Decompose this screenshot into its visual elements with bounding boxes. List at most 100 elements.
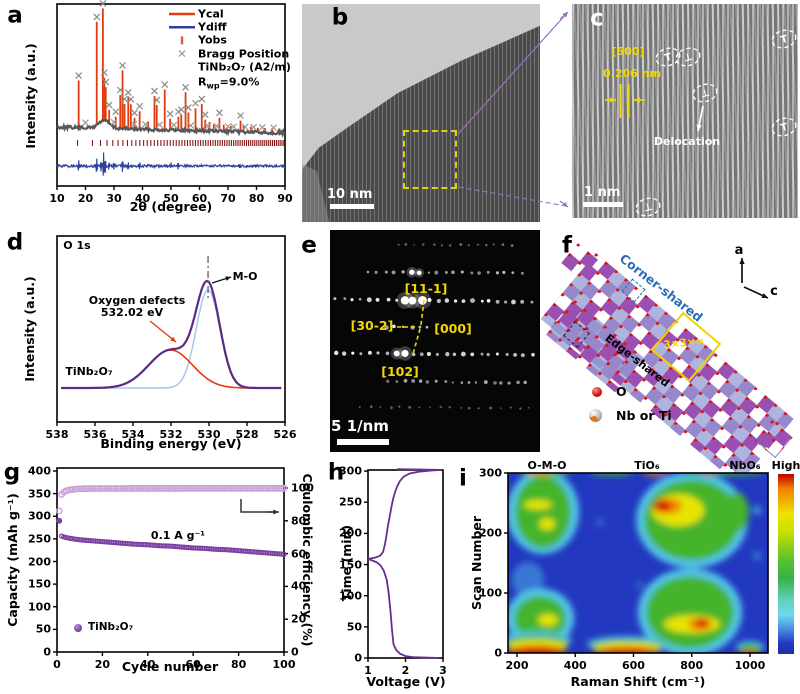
svg-shape: [172, 543, 178, 550]
svg-shape: [595, 518, 605, 527]
d-defect-label-2: 532.02 eV: [100, 305, 164, 319]
svg-shape: [112, 485, 120, 492]
svg-shape: [58, 533, 65, 539]
svg-shape: [743, 286, 769, 299]
svg-shape: [82, 119, 89, 127]
svg-shape: [222, 546, 228, 553]
fringe-texture: [572, 4, 798, 218]
i-band-label-tio6: TiO₆: [634, 458, 660, 472]
svg-shape: [158, 543, 165, 549]
svg-shape: [156, 121, 164, 129]
svg-shape: [273, 484, 281, 492]
tick-label: 0: [494, 646, 502, 660]
g-yaxis-left-label: Capacity (mAh g⁻¹): [5, 493, 21, 627]
svg-shape: [89, 485, 97, 492]
svg-shape: [56, 152, 286, 176]
tick-label: 1000: [734, 659, 766, 672]
svg-shape: [237, 484, 245, 492]
svg-shape: [255, 484, 263, 492]
svg-shape: [115, 540, 121, 546]
tick-label: 200: [505, 659, 529, 672]
tick-label: 0: [53, 658, 61, 671]
svg-shape: [163, 543, 169, 549]
svg-shape: [155, 485, 163, 492]
panel-a-letter: a: [7, 2, 23, 29]
f-axis-a-label: a: [734, 242, 744, 258]
svg-shape: [637, 568, 743, 653]
svg-shape: [687, 618, 712, 631]
svg-shape: [266, 484, 274, 492]
svg-shape: [199, 545, 205, 551]
svg-shape: [241, 123, 249, 131]
rwp-label: Rwp=9.0%: [198, 75, 260, 91]
svg-shape: [397, 468, 442, 471]
svg-shape: [559, 200, 569, 208]
svg-shape: [195, 545, 201, 551]
tick-label: 40: [140, 658, 156, 671]
svg-shape: [170, 121, 178, 129]
svg-shape: [173, 485, 181, 492]
svg-shape: [71, 485, 79, 493]
svg-shape: [187, 122, 195, 129]
svg-shape: [123, 485, 131, 492]
svg-shape: [133, 541, 140, 547]
svg-shape: [55, 507, 63, 515]
svg-shape: [105, 101, 113, 109]
panel-d-letter: d: [6, 229, 24, 256]
svg-shape: [248, 484, 256, 492]
svg-shape: [239, 484, 247, 492]
svg-shape: [235, 547, 242, 554]
svg-shape: [182, 485, 190, 492]
tick-label: 80: [248, 192, 265, 205]
svg-shape: [198, 95, 206, 103]
tick-label: 50: [346, 620, 362, 634]
svg-shape: [69, 486, 77, 493]
svg-shape: [149, 542, 155, 548]
tick-label: 60: [191, 192, 208, 205]
svg-shape: [174, 108, 182, 116]
svg-shape: [141, 120, 149, 128]
svg-shape: [514, 476, 571, 548]
svg-shape: [192, 99, 199, 107]
svg-shape: [246, 484, 254, 492]
svg-shape: [74, 536, 81, 543]
svg-shape: [182, 83, 189, 91]
svg-shape: [99, 538, 106, 545]
svg-shape: [131, 541, 137, 547]
svg-shape: [735, 641, 764, 653]
svg-shape: [241, 123, 249, 131]
svg-shape: [75, 72, 83, 79]
o-atom-legend-sphere: [592, 387, 602, 397]
svg-shape: [187, 122, 195, 129]
svg-shape: [130, 120, 138, 128]
svg-shape: [121, 95, 128, 103]
svg-shape: [229, 547, 235, 553]
svg-shape: [88, 538, 94, 544]
svg-shape: [270, 124, 278, 132]
svg-shape: [105, 101, 113, 109]
svg-shape: [724, 492, 749, 532]
tick-label: 536: [83, 428, 107, 441]
svg-shape: [219, 484, 227, 492]
g-xaxis-label: Cycle number: [121, 659, 219, 675]
svg-shape: [112, 108, 120, 116]
c-spacing-label: 0.206 nm: [603, 66, 661, 80]
svg-shape: [224, 123, 232, 130]
svg-shape: [102, 539, 108, 545]
b-scalebar-label: 10 nm: [327, 186, 373, 202]
svg-shape: [187, 485, 195, 492]
svg-shape: [260, 549, 267, 556]
svg-shape: [204, 545, 210, 552]
svg-shape: [178, 50, 186, 58]
svg-shape: [164, 485, 172, 492]
svg-shape: [127, 95, 135, 103]
svg-shape: [166, 110, 174, 118]
svg-shape: [562, 202, 568, 207]
svg-shape: [184, 104, 192, 111]
svg-shape: [587, 636, 667, 652]
c-delocation-label: Delocation: [653, 134, 721, 148]
svg-shape: [263, 550, 269, 556]
svg-shape: [256, 549, 262, 555]
svg-shape: [273, 509, 279, 515]
svg-shape: [83, 485, 90, 493]
